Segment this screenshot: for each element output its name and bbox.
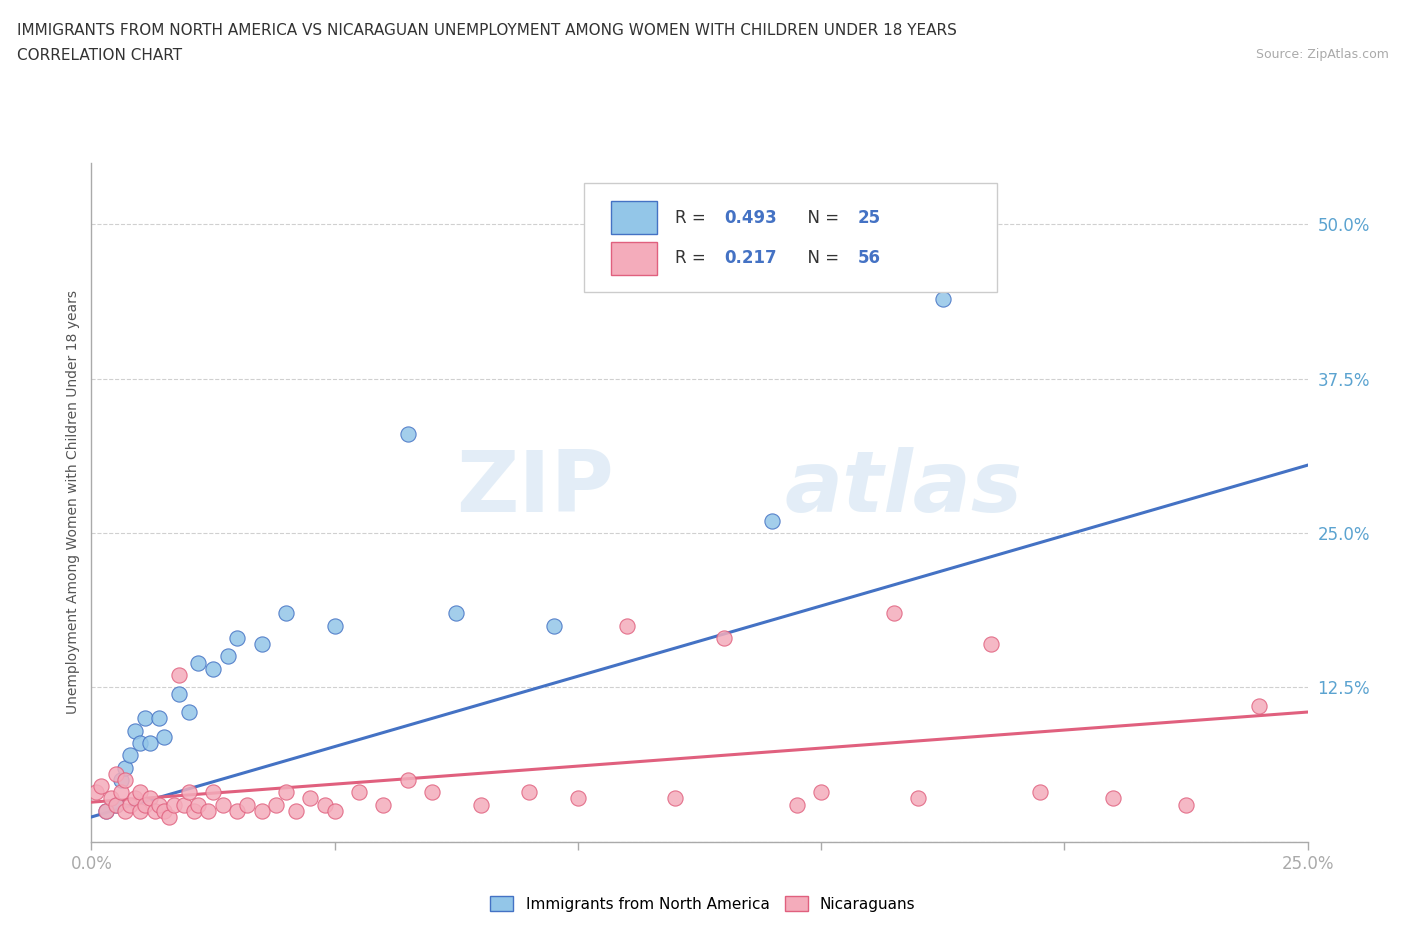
Point [129, 804, 152, 818]
Point [616, 618, 638, 633]
Point [202, 785, 225, 800]
Text: N =: N = [797, 208, 844, 227]
Point [114, 760, 136, 775]
Point [299, 791, 322, 806]
Point [664, 791, 686, 806]
Point [284, 804, 307, 818]
Point [129, 785, 152, 800]
Point [931, 291, 953, 306]
Point [274, 785, 297, 800]
Point [323, 804, 346, 818]
Point [183, 804, 205, 818]
Point [314, 797, 336, 812]
Text: 56: 56 [858, 249, 880, 268]
Point [94, 804, 117, 818]
Point [250, 637, 273, 652]
Point [173, 797, 195, 812]
Text: 0.217: 0.217 [724, 249, 776, 268]
Point [211, 797, 233, 812]
Point [148, 711, 170, 725]
Point [274, 605, 297, 620]
Point [236, 797, 259, 812]
Point [124, 724, 146, 738]
Point [567, 791, 589, 806]
Text: Source: ZipAtlas.com: Source: ZipAtlas.com [1256, 48, 1389, 61]
Point [104, 797, 127, 812]
Text: IMMIGRANTS FROM NORTH AMERICA VS NICARAGUAN UNEMPLOYMENT AMONG WOMEN WITH CHILDR: IMMIGRANTS FROM NORTH AMERICA VS NICARAG… [17, 23, 956, 38]
Text: CORRELATION CHART: CORRELATION CHART [17, 48, 181, 63]
Point [129, 736, 152, 751]
Point [250, 804, 273, 818]
Point [167, 668, 190, 683]
Text: ZIP: ZIP [457, 447, 614, 530]
Point [110, 785, 132, 800]
Point [786, 797, 808, 812]
Point [1247, 698, 1270, 713]
Point [139, 791, 162, 806]
Point [197, 804, 219, 818]
Text: N =: N = [797, 249, 844, 268]
Point [100, 791, 122, 806]
Point [167, 686, 190, 701]
Point [177, 785, 200, 800]
Point [761, 513, 783, 528]
Point [187, 797, 209, 812]
Point [139, 736, 162, 751]
Point [907, 791, 929, 806]
Point [104, 797, 127, 812]
Point [713, 631, 735, 645]
Point [980, 637, 1002, 652]
Point [114, 773, 136, 788]
Point [187, 656, 209, 671]
FancyBboxPatch shape [583, 183, 997, 292]
Point [148, 797, 170, 812]
Point [226, 631, 249, 645]
Point [396, 773, 419, 788]
Point [517, 785, 540, 800]
Point [543, 618, 565, 633]
Point [153, 804, 176, 818]
Point [347, 785, 370, 800]
Point [94, 804, 117, 818]
Point [1102, 791, 1125, 806]
Point [202, 661, 225, 676]
Point [120, 797, 142, 812]
Point [110, 773, 132, 788]
Point [134, 797, 156, 812]
Point [143, 804, 166, 818]
Point [90, 778, 112, 793]
Point [226, 804, 249, 818]
Text: 25: 25 [858, 208, 880, 227]
Point [444, 605, 467, 620]
FancyBboxPatch shape [610, 242, 657, 274]
Text: R =: R = [675, 249, 711, 268]
Point [84, 785, 107, 800]
Point [217, 649, 239, 664]
Point [124, 791, 146, 806]
Legend: Immigrants from North America, Nicaraguans: Immigrants from North America, Nicaragua… [484, 889, 922, 918]
Point [373, 797, 395, 812]
Point [264, 797, 287, 812]
Text: atlas: atlas [785, 447, 1022, 530]
Point [883, 605, 905, 620]
Point [157, 809, 180, 824]
Point [1175, 797, 1198, 812]
Point [420, 785, 443, 800]
Point [177, 705, 200, 720]
Point [396, 427, 419, 442]
Point [120, 748, 142, 763]
Point [1029, 785, 1052, 800]
Point [134, 711, 156, 725]
Point [163, 797, 186, 812]
Point [470, 797, 492, 812]
Point [114, 804, 136, 818]
FancyBboxPatch shape [610, 202, 657, 234]
Y-axis label: Unemployment Among Women with Children Under 18 years: Unemployment Among Women with Children U… [66, 290, 80, 714]
Text: R =: R = [675, 208, 711, 227]
Text: 0.493: 0.493 [724, 208, 776, 227]
Point [323, 618, 346, 633]
Point [810, 785, 832, 800]
Point [153, 729, 176, 744]
Point [104, 766, 127, 781]
